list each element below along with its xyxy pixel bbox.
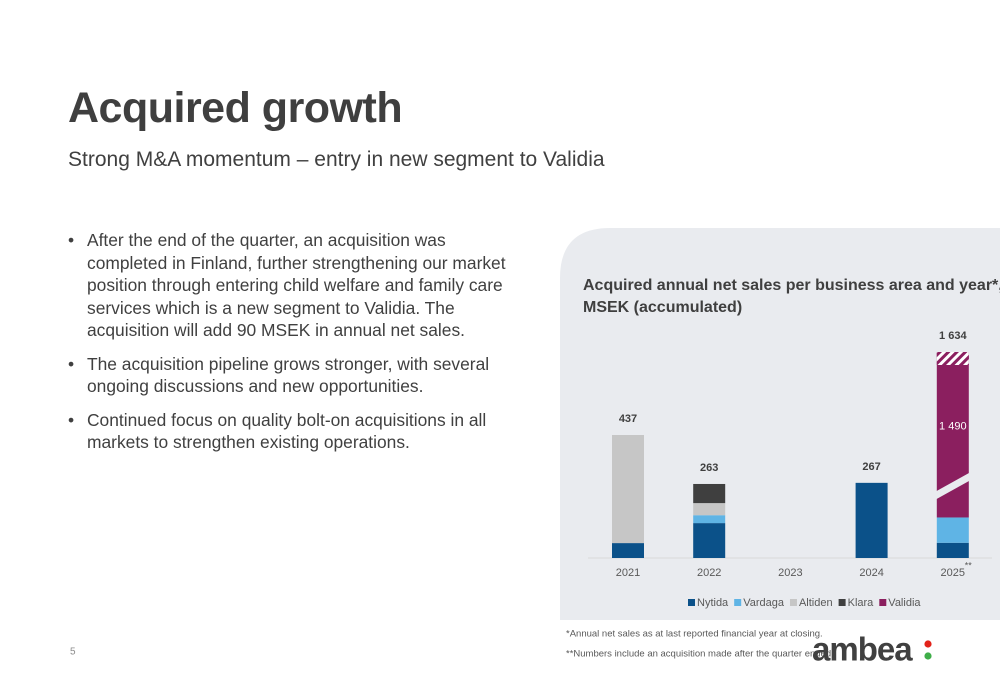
legend-label: Klara (848, 597, 875, 609)
logo: ambea (812, 631, 913, 668)
chart-panel (560, 228, 1000, 620)
total-label: 1 634 (939, 330, 967, 342)
bar-segment (693, 503, 726, 516)
slide-subtitle: Strong M&A momentum – entry in new segme… (68, 148, 605, 171)
category-mark: ** (965, 560, 973, 570)
bullet: The acquisition pipeline grows stronger,… (68, 353, 526, 398)
legend-label: Nytida (697, 597, 729, 609)
total-label: 437 (619, 413, 637, 425)
legend-swatch (688, 599, 695, 606)
bullet-list: After the end of the quarter, an acquisi… (68, 229, 526, 465)
x-tick-label: 2022 (697, 567, 721, 579)
bar-segment (693, 483, 726, 504)
bar-segment (612, 435, 644, 544)
logo-dot (924, 640, 932, 648)
legend-label: Validia (888, 597, 921, 609)
footnote: **Numbers include an acquisition made af… (566, 649, 834, 660)
legend-swatch (734, 599, 742, 606)
legend-swatch (789, 599, 797, 606)
x-tick-label: 2024 (859, 567, 883, 579)
chart-title: Acquired annual net sales per business a… (583, 277, 1000, 316)
bar-segment (612, 543, 644, 558)
x-tick-label: 2023 (778, 567, 802, 579)
bullet: After the end of the quarter, an acquisi… (68, 229, 526, 342)
hatch (936, 352, 969, 365)
legend-label: Altiden (799, 597, 833, 609)
bar-segment (936, 517, 969, 543)
slide-title: Acquired growth (68, 84, 403, 132)
bar-segment (855, 482, 888, 558)
bar-segment (693, 523, 726, 558)
x-tick-label: 2025 (941, 567, 965, 579)
footnote: *Annual net sales as at last reported fi… (566, 629, 823, 640)
x-tick-label: 2021 (616, 567, 640, 579)
legend-swatch (879, 599, 887, 606)
page-number: 5 (70, 647, 76, 658)
bar-segment (936, 542, 969, 558)
plot: Acquired annual net sales per business a… (583, 277, 1000, 609)
axis-break (934, 472, 971, 500)
legend-swatch (838, 599, 846, 606)
total-label: 263 (700, 462, 718, 474)
value-label: 1 490 (939, 421, 967, 433)
legend-label: Vardaga (743, 597, 785, 609)
bullet: Continued focus on quality bolt-on acqui… (68, 409, 526, 454)
logo-dot (924, 652, 932, 660)
bar-segment (693, 515, 726, 524)
total-label: 267 (862, 461, 880, 473)
